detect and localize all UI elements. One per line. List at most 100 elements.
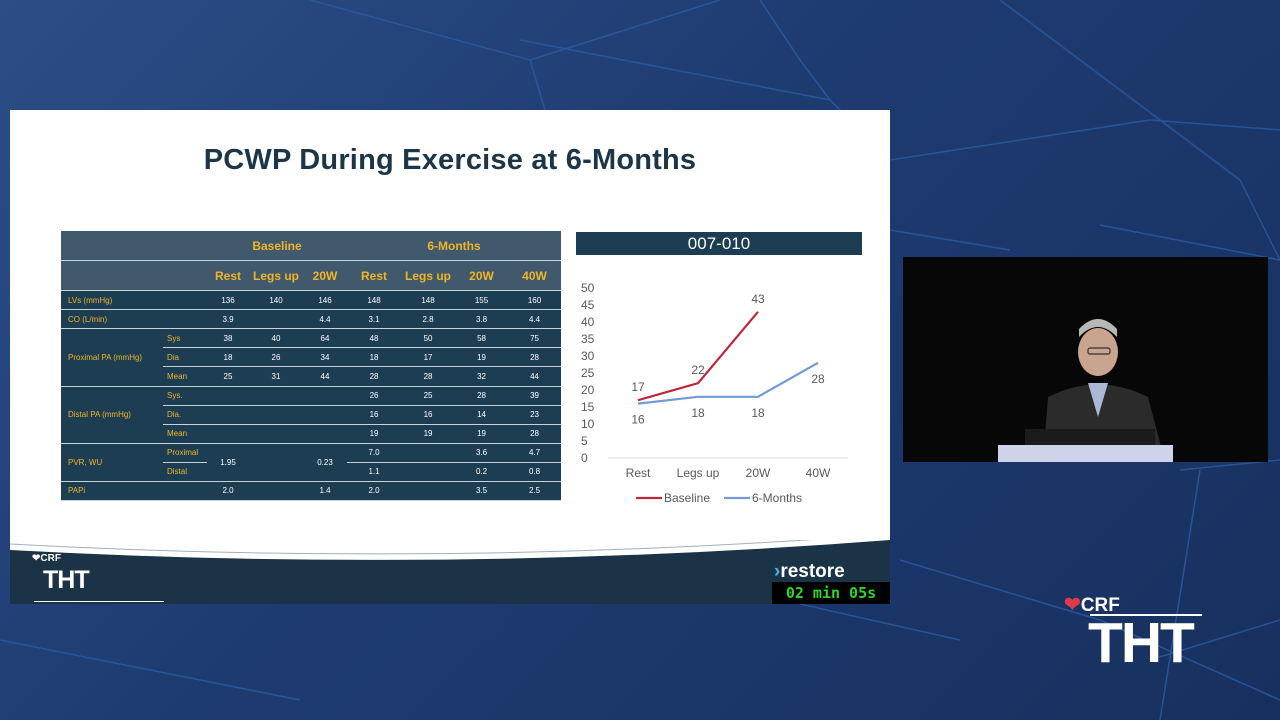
- table-column-header-row: Rest Legs up 20W Rest Legs up 20W 40W: [61, 260, 562, 292]
- data-label: 28: [811, 372, 825, 386]
- table-cell: 148: [347, 290, 402, 311]
- group-header-6-months: 6-Months: [347, 231, 562, 262]
- table-cell: 1.1: [347, 462, 402, 482]
- table-cell: [249, 424, 303, 444]
- table-cell: 58: [455, 328, 509, 349]
- table-cell: [401, 462, 456, 482]
- restore-logo: ›restore: [774, 561, 845, 583]
- sub-label: Sys: [163, 328, 207, 349]
- table-cell: 28: [508, 347, 562, 368]
- table-cell: 28: [401, 366, 456, 387]
- table-cell: 19: [455, 424, 509, 444]
- table-cell: 18: [347, 347, 402, 368]
- table-row: PAPi 2.0 1.4 2.0 3.5 2.5: [61, 481, 562, 502]
- table-cell: 44: [508, 366, 562, 387]
- y-tick-label: 50: [581, 281, 595, 295]
- y-tick-label: 40: [581, 315, 595, 329]
- table-row: Mean 25 31 44 28 28 32 44: [61, 366, 562, 387]
- column-header: Rest: [207, 260, 249, 292]
- table-cell: 34: [303, 347, 348, 368]
- y-tick-label: 10: [581, 417, 595, 431]
- divider: [1090, 614, 1202, 616]
- x-tick-label: Legs up: [677, 466, 720, 480]
- data-label: 22: [691, 363, 705, 377]
- series-line-baseline: [637, 311, 759, 402]
- data-label: 18: [691, 406, 705, 420]
- table-cell: 38: [207, 328, 249, 349]
- table-cell: [249, 386, 303, 406]
- x-tick-label: Rest: [626, 466, 651, 480]
- table-cell: 3.9: [207, 309, 249, 330]
- tht-logo-small: THT: [43, 566, 90, 594]
- row-label-distal-pa: Distal PA (mmHg): [61, 386, 163, 444]
- table-cell: 2.0: [347, 481, 402, 502]
- table-cell: 146: [303, 290, 348, 311]
- pcwp-line-chart: 0 5 10 15 20 25 30 35 40 45 50 Rest Legs up 20W 40W 17 2…: [581, 281, 848, 505]
- x-tick-label: 20W: [746, 466, 771, 480]
- table-cell: [303, 386, 348, 406]
- sub-label: Mean: [163, 424, 207, 444]
- table-cell: 31: [249, 366, 303, 387]
- table-cell: 4.4: [303, 309, 348, 330]
- table-cell: 136: [207, 290, 249, 311]
- table-row: PVR, WU Proximal 1.95 0.23 7.0 3.6 4.7: [61, 443, 562, 482]
- slide-footer-band: [10, 540, 890, 604]
- column-header: Legs up: [249, 260, 303, 292]
- table-cell: [207, 386, 249, 406]
- table-cell: [249, 309, 303, 330]
- heart-icon: ❤: [32, 553, 41, 564]
- table-cell: 14: [455, 405, 509, 425]
- table-cell: 0.2: [455, 462, 509, 482]
- table-cell: 16: [347, 405, 402, 425]
- table-cell: 23: [508, 405, 562, 425]
- table-cell: 7.0: [347, 443, 402, 463]
- y-tick-label: 5: [581, 434, 588, 448]
- data-label: 17: [631, 380, 645, 394]
- table-cell: [249, 481, 303, 502]
- table-row: Distal PA (mmHg) Sys. 26 25 28 39: [61, 386, 562, 444]
- table-cell: [401, 443, 456, 463]
- column-header: Rest: [347, 260, 402, 292]
- crf-logo-small: ❤CRF: [32, 553, 61, 564]
- y-tick-label: 15: [581, 400, 595, 414]
- data-label: 16: [631, 413, 645, 427]
- table-cell: 148: [401, 290, 456, 311]
- table-cell: 1.95: [207, 443, 249, 482]
- table-cell: 140: [249, 290, 303, 311]
- table-cell: 39: [508, 386, 562, 406]
- table-cell: 40: [249, 328, 303, 349]
- table-row: Dia. 16 16 14 23: [61, 405, 562, 425]
- table-cell: 48: [347, 328, 402, 349]
- table-cell: 2.5: [508, 481, 562, 502]
- tht-logo: THT: [1088, 611, 1195, 675]
- y-tick-label: 0: [581, 451, 588, 465]
- x-tick-label: 40W: [806, 466, 831, 480]
- y-tick-label: 35: [581, 332, 595, 346]
- column-header: 20W: [303, 260, 348, 292]
- table-cell: 3.5: [455, 481, 509, 502]
- sub-label: Sys.: [163, 386, 207, 406]
- table-cell: 0.8: [508, 462, 562, 482]
- table-cell: 28: [347, 366, 402, 387]
- table-cell: 25: [401, 386, 456, 406]
- presentation-slide: PCWP During Exercise at 6-Months Baselin…: [10, 110, 890, 604]
- heart-icon: ❤: [1064, 594, 1081, 616]
- table-cell: [249, 405, 303, 425]
- table-row: CO (L/min) 3.9 4.4 3.1 2.8 3.8 4.4: [61, 309, 562, 330]
- table-cell: [207, 424, 249, 444]
- table-cell: 18: [207, 347, 249, 368]
- y-tick-label: 25: [581, 366, 595, 380]
- table-cell: 155: [455, 290, 509, 311]
- crf-logo-text: CRF: [1080, 595, 1120, 616]
- sub-label: Dia.: [163, 405, 207, 425]
- table-cell: 44: [303, 366, 348, 387]
- table-cell: [303, 405, 348, 425]
- series-line-6-months: [637, 361, 819, 405]
- table-cell: 160: [508, 290, 562, 311]
- legend-label: Baseline: [664, 491, 710, 505]
- speaker-head: [1078, 328, 1118, 376]
- table-group-header-row: Baseline 6-Months: [61, 231, 562, 262]
- divider: [34, 601, 164, 602]
- podium: [998, 445, 1173, 462]
